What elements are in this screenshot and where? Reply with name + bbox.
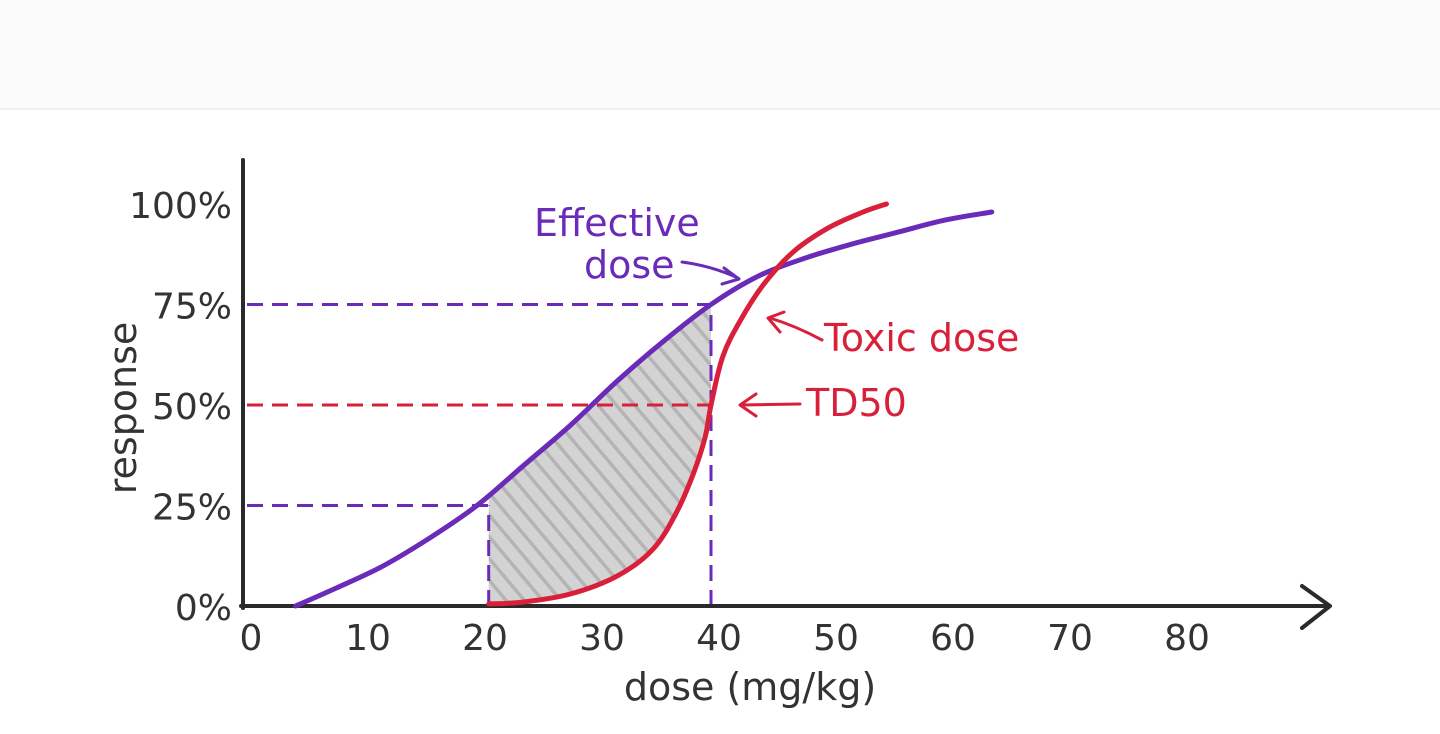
series-curves xyxy=(293,201,995,609)
x-tick-label-60: 60 xyxy=(930,618,976,659)
axes xyxy=(239,158,1332,630)
x-tick-label-40: 40 xyxy=(696,618,742,659)
x-tick-label-0: 0 xyxy=(240,618,263,659)
therapeutic-window-shading xyxy=(488,304,711,604)
shaded-area xyxy=(488,304,711,604)
series-toxic-dose-curve xyxy=(486,201,889,607)
x-tick-label-50: 50 xyxy=(813,618,859,659)
annotations: Effective dose Toxic dose TD50 xyxy=(534,201,1019,425)
y-axis-title: response xyxy=(101,322,145,495)
x-axis-title: dose (mg/kg) xyxy=(624,665,876,709)
x-tick-label-10: 10 xyxy=(345,618,391,659)
x-tick-label-80: 80 xyxy=(1164,618,1210,659)
x-axis-arrow-icon xyxy=(1300,584,1332,630)
y-tick-label-75: 75% xyxy=(152,287,232,328)
annotation-toxic-dose: Toxic dose xyxy=(823,316,1019,360)
annotation-td50: TD50 xyxy=(805,381,907,425)
annotation-effective-dose-line1: Effective xyxy=(534,201,700,245)
arrow-td50-icon xyxy=(738,392,802,418)
y-tick-label-50: 50% xyxy=(152,387,232,428)
y-tick-label-0: 0% xyxy=(175,588,232,629)
reference-lines xyxy=(247,303,713,606)
y-tick-label-25: 25% xyxy=(152,488,232,529)
arrow-toxic-dose-icon xyxy=(766,310,824,342)
arrow-effective-dose-icon xyxy=(680,260,741,286)
header-band xyxy=(0,0,1440,110)
x-tick-label-20: 20 xyxy=(462,618,508,659)
tick-labels: 0 10 20 30 40 50 60 70 80 0% 25% 50% 75% 100% xyxy=(129,186,1210,659)
y-tick-label-100: 100% xyxy=(129,186,232,227)
x-tick-label-70: 70 xyxy=(1047,618,1093,659)
x-tick-label-30: 30 xyxy=(579,618,625,659)
series-effective-dose-curve xyxy=(293,209,995,609)
annotation-effective-dose-line2: dose xyxy=(584,243,675,287)
